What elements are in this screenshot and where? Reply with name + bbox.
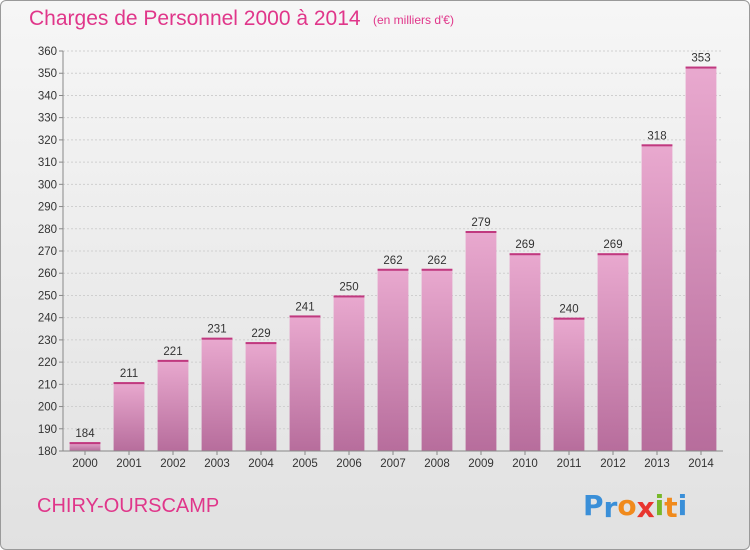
logo-letter: i <box>654 489 665 522</box>
logo-letter: r <box>603 491 618 524</box>
y-tick-label: 350 <box>38 68 57 80</box>
y-axis-ticks: 180 190 200 210 220 230 240 250 260 270 280 290 300 3… <box>38 46 63 458</box>
x-tick-label: 2010 <box>512 458 538 470</box>
x-tick-label: 2003 <box>204 458 230 470</box>
bar-top-edge <box>641 144 673 147</box>
bar-top-edge <box>377 268 409 271</box>
y-tick-label: 190 <box>38 424 57 436</box>
x-tick-label: 2002 <box>160 458 186 470</box>
y-tick-label: 320 <box>38 135 57 147</box>
bar-top-edge <box>333 295 365 298</box>
bar <box>597 253 629 451</box>
data-label: 353 <box>691 53 710 65</box>
bar-top-edge <box>157 359 189 362</box>
bar <box>421 268 453 451</box>
y-tick-label: 180 <box>38 446 57 458</box>
bar <box>685 66 717 452</box>
x-tick-label: 2011 <box>557 458 582 470</box>
y-tick-label: 250 <box>38 290 57 302</box>
logo-letter: P <box>583 489 604 522</box>
x-tick-label: 2009 <box>468 458 494 470</box>
y-tick-label: 360 <box>38 46 57 58</box>
bar <box>377 268 409 451</box>
data-label: 262 <box>427 255 446 267</box>
bar <box>641 144 673 452</box>
bar-top-edge <box>113 382 145 385</box>
x-tick-label: 2004 <box>248 458 274 470</box>
y-tick-label: 260 <box>38 268 57 280</box>
logo-letter: x <box>636 491 655 524</box>
data-label: 269 <box>515 239 534 251</box>
x-tick-label: 2014 <box>688 458 714 470</box>
data-label: 241 <box>295 301 314 313</box>
x-tick-label: 2012 <box>600 458 626 470</box>
logo-letter: o <box>617 489 637 522</box>
x-tick-label: 2001 <box>116 458 142 470</box>
y-tick-label: 330 <box>38 113 57 125</box>
bar-top-edge <box>289 315 321 318</box>
data-labels: 184 211 221 231 229 241 250 262 262 279 269 240 269 3… <box>75 53 710 441</box>
bar-top-edge <box>553 317 585 320</box>
logo-letter: t <box>664 491 678 524</box>
bar <box>245 342 277 451</box>
chart-title: Charges de Personnel 2000 à 2014 <box>29 7 361 30</box>
data-label: 184 <box>75 428 95 440</box>
x-tick-label: 2005 <box>292 458 318 470</box>
data-label: 262 <box>383 255 402 267</box>
data-label: 279 <box>471 217 490 229</box>
logo-letter: i <box>677 489 688 522</box>
y-tick-label: 270 <box>38 246 57 258</box>
x-axis-ticks: 2000 2001 2002 2003 2004 2005 2006 2007 2008 2009… <box>72 451 714 470</box>
data-label: 318 <box>647 130 666 142</box>
data-label: 231 <box>207 324 226 336</box>
bars <box>69 66 717 452</box>
x-tick-label: 2008 <box>424 458 450 470</box>
bar <box>157 359 189 451</box>
bar <box>69 442 101 451</box>
y-tick-label: 220 <box>38 357 57 369</box>
data-label: 240 <box>559 304 578 316</box>
bar <box>509 253 541 451</box>
data-label: 269 <box>603 239 622 251</box>
y-tick-label: 240 <box>38 313 57 325</box>
bar-top-edge <box>509 253 541 256</box>
bar <box>333 295 365 451</box>
y-tick-label: 290 <box>38 202 57 214</box>
data-label: 229 <box>251 328 270 340</box>
data-label: 221 <box>163 346 182 358</box>
bar-top-edge <box>465 231 497 233</box>
y-tick-label: 300 <box>38 179 57 191</box>
y-tick-label: 210 <box>38 379 57 391</box>
x-tick-label: 2006 <box>336 458 362 470</box>
y-tick-label: 280 <box>38 224 57 236</box>
proxiti-logo: Proxiti <box>583 489 688 524</box>
bar <box>465 231 497 451</box>
bar <box>553 317 585 451</box>
y-tick-label: 310 <box>38 157 57 169</box>
y-tick-label: 200 <box>38 402 57 414</box>
commune-name: CHIRY-OURSCAMP <box>37 495 220 517</box>
data-label: 250 <box>339 281 358 293</box>
bar-top-edge <box>597 253 629 256</box>
bar-top-edge <box>421 268 453 271</box>
bar <box>289 315 321 451</box>
bar-top-edge <box>201 337 233 340</box>
x-tick-label: 2013 <box>644 458 670 470</box>
x-tick-label: 2000 <box>72 458 98 470</box>
x-tick-label: 2007 <box>380 458 406 470</box>
bar <box>113 382 145 451</box>
y-tick-label: 230 <box>38 335 57 347</box>
chart-subtitle: (en milliers d'€) <box>373 13 454 27</box>
bar-top-edge <box>685 66 717 69</box>
bar-top-edge <box>69 442 101 445</box>
y-tick-label: 340 <box>38 90 57 102</box>
data-label: 211 <box>120 368 138 380</box>
bar-top-edge <box>245 342 277 345</box>
bar <box>201 337 233 451</box>
